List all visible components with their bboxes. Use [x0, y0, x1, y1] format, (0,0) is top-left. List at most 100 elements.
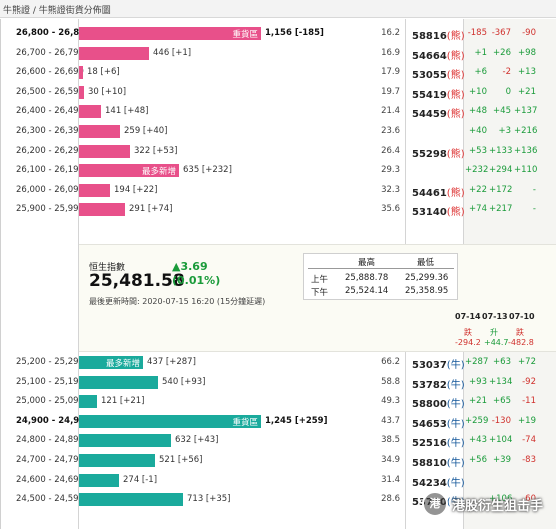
daily-change: +43	[469, 435, 487, 446]
daily-change: 0	[505, 86, 511, 97]
table-row[interactable]: 26,600 - 26,699 18 [+6] 17.9 53055(熊) +6 -2 +1…	[0, 64, 556, 81]
volume-bar	[79, 85, 84, 99]
pm-high: 25,524.14	[345, 286, 389, 296]
high-header: 最高	[358, 258, 376, 268]
strike-range: 26,800 - 26,899	[16, 28, 92, 38]
warrant-code-link[interactable]: 54461(熊)	[412, 184, 465, 199]
table-row[interactable]: 26,400 - 26,499 141 [+48] 21.4 54459(熊) +48 +…	[0, 103, 556, 120]
daily-change: +10	[469, 86, 487, 97]
daily-change: +39	[493, 455, 511, 465]
table-row[interactable]: 24,700 - 24,799 521 [+56] 34.9 58810(牛) +56 +…	[0, 452, 556, 469]
ratio-value: 26.4	[381, 145, 400, 156]
daily-change: +294	[489, 165, 513, 176]
table-row[interactable]: 25,200 - 25,299 最多新增 437 [+287] 66.2 53037(牛…	[0, 354, 556, 371]
strike-range: 25,900 - 25,999	[16, 204, 84, 215]
daily-change: +232	[465, 165, 489, 176]
daily-change: -	[532, 184, 536, 195]
pm-label: 下午	[311, 288, 329, 298]
daily-change: +21	[469, 396, 487, 407]
ratio-value: 49.3	[381, 396, 400, 407]
daily-change: -2	[502, 67, 511, 78]
daily-change: +1	[474, 47, 487, 58]
strike-range: 26,100 - 26,199	[16, 165, 84, 176]
table-row[interactable]: 26,800 - 26,899 重貨區 1,156 [-185] 16.2 58816(…	[0, 25, 556, 42]
history-date: 07-14	[455, 312, 481, 321]
ratio-value: 32.3	[381, 184, 400, 195]
warrant-code-link[interactable]: 58810(牛)	[412, 454, 465, 469]
history-direction: 跌	[516, 328, 524, 337]
warrant-code-link[interactable]: 58816(熊)	[412, 27, 465, 42]
ratio-value: 58.8	[381, 376, 400, 387]
strike-range: 25,200 - 25,299	[16, 357, 84, 367]
daily-change: -185	[467, 28, 487, 38]
volume-bar	[79, 66, 83, 80]
warrant-code: 55298	[412, 148, 447, 160]
warrant-code-link[interactable]: 52516(牛)	[412, 434, 465, 449]
ratio-value: 38.5	[381, 435, 400, 446]
volume-value: 446 [+1]	[153, 47, 192, 58]
table-row[interactable]: 25,100 - 25,199 540 [+93] 58.8 53782(牛) +93 +…	[0, 374, 556, 391]
index-change-percent: (0.01%)	[172, 274, 221, 287]
volume-value: 635 [+232]	[183, 165, 232, 176]
table-row[interactable]: 26,100 - 26,199 最多新增 635 [+232] 29.3 +232 +29…	[0, 162, 556, 179]
warrant-type: (熊)	[446, 109, 465, 121]
warrant-type: (牛)	[446, 418, 465, 430]
daily-change: +48	[469, 106, 487, 117]
daily-change: +72	[518, 357, 536, 367]
table-row[interactable]: 26,500 - 26,599 30 [+10] 19.7 55419(熊) +10 0 +…	[0, 84, 556, 101]
daily-change: +104	[489, 435, 513, 446]
distribution-table	[0, 19, 556, 529]
daily-change: +259	[465, 415, 489, 426]
table-row[interactable]: 24,900 - 24,999 重貨區 1,245 [+259] 43.7 54653(…	[0, 413, 556, 430]
daily-change: -74	[522, 435, 536, 446]
warrant-type: (牛)	[446, 458, 465, 469]
warrant-code-link[interactable]: 53037(牛)	[412, 356, 465, 371]
warrant-code-link[interactable]: 54459(熊)	[412, 105, 465, 120]
warrant-code: 54664	[412, 50, 447, 62]
volume-value: 1,156 [-185]	[265, 28, 324, 38]
warrant-type: (熊)	[446, 31, 465, 42]
volume-value: 322 [+53]	[134, 145, 178, 156]
strike-range: 26,300 - 26,399	[16, 126, 84, 136]
ratio-value: 23.6	[381, 126, 400, 136]
warrant-code-link[interactable]: 55419(熊)	[412, 86, 465, 101]
history-date: 07-13	[482, 312, 508, 321]
table-row[interactable]: 24,800 - 24,899 632 [+43] 38.5 52516(牛) +43 +…	[0, 432, 556, 449]
daily-change: +26	[493, 47, 511, 58]
warrant-code-link[interactable]: 53782(牛)	[412, 376, 465, 391]
index-value: 25,481.58	[89, 271, 185, 291]
daily-change: -90	[522, 28, 536, 38]
daily-change: +137	[514, 106, 538, 117]
daily-change: +45	[493, 106, 511, 117]
warrant-type: (牛)	[446, 360, 465, 371]
warrant-code: 58800	[412, 399, 447, 411]
daily-change: +136	[514, 145, 538, 156]
warrant-code-link[interactable]: 54234(牛)	[412, 474, 465, 489]
warrant-type: (牛)	[446, 399, 465, 411]
table-row[interactable]: 25,900 - 25,999 291 [+74] 35.6 53140(熊) +74 +…	[0, 201, 556, 218]
daily-change: +74	[469, 204, 487, 215]
table-row[interactable]: 26,700 - 26,799 446 [+1] 16.9 54664(熊) +1 +26…	[0, 45, 556, 62]
warrant-type: (熊)	[446, 50, 465, 62]
warrant-code-link[interactable]: 53055(熊)	[412, 66, 465, 81]
warrant-code-link[interactable]: 55298(熊)	[412, 145, 465, 160]
volume-value: 30 [+10]	[88, 86, 127, 97]
daily-change: +56	[469, 455, 487, 465]
table-row[interactable]: 26,200 - 26,299 322 [+53] 26.4 55298(熊) +53 +…	[0, 143, 556, 160]
table-row[interactable]: 24,600 - 24,699 274 [-1] 31.4 54234(牛)	[0, 472, 556, 489]
daily-change: +106	[489, 494, 513, 505]
warrant-code-link[interactable]: 53140(熊)	[412, 203, 465, 218]
warrant-code: 53037	[412, 360, 447, 371]
table-row[interactable]: 26,000 - 26,099 194 [+22] 32.3 54461(熊) +22 +…	[0, 182, 556, 199]
divider	[78, 19, 79, 529]
warrant-code-link[interactable]: 54664(熊)	[412, 47, 465, 62]
daily-change: +133	[489, 145, 513, 156]
table-row[interactable]: 26,300 - 26,399 259 [+40] 23.6 +40 +3 +216	[0, 123, 556, 140]
am-low: 25,299.36	[405, 273, 449, 283]
history-direction: 升	[490, 328, 498, 337]
index-change: ▲3.69	[172, 260, 208, 273]
volume-value: 632 [+43]	[175, 435, 219, 446]
table-row[interactable]: 25,000 - 25,099 121 [+21] 49.3 58800(牛) +21 +…	[0, 393, 556, 410]
warrant-code-link[interactable]: 54653(牛)	[412, 415, 465, 430]
warrant-code-link[interactable]: 58800(牛)	[412, 395, 465, 410]
